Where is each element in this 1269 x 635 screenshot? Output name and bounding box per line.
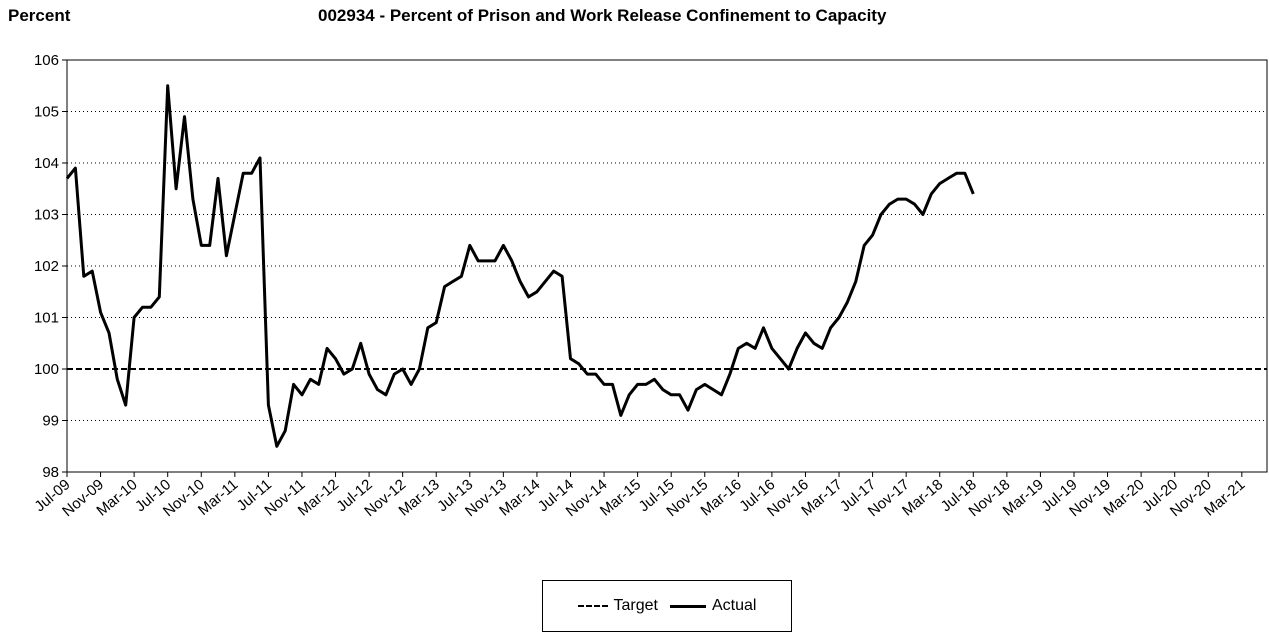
- x-axis-ticks: Jul-09Nov-09Mar-10Jul-10Nov-10Mar-11Jul-…: [31, 472, 1248, 520]
- legend-label-actual: Actual: [712, 597, 757, 614]
- legend-item-target: Target: [577, 597, 658, 615]
- y-axis-ticks: 98 99 100 101 102 103 104 105 106: [34, 52, 67, 481]
- y-tick-label: 98: [42, 464, 59, 481]
- y-axis-title: Percent: [8, 6, 71, 25]
- y-tick-label: 106: [34, 52, 59, 69]
- y-tick-label: 100: [34, 361, 59, 378]
- y-tick-label: 99: [42, 413, 59, 430]
- chart-title: 002934 - Percent of Prison and Work Rele…: [318, 6, 887, 25]
- legend-item-actual: Actual: [670, 597, 756, 615]
- y-tick-label: 103: [34, 207, 59, 224]
- actual-swatch: [670, 604, 706, 608]
- gridlines: [67, 111, 1267, 421]
- series-layer: [65, 84, 1267, 448]
- target-swatch: [577, 605, 608, 607]
- y-tick-label: 101: [34, 310, 59, 327]
- y-tick-label: 102: [34, 258, 59, 275]
- series-line-actual: [65, 84, 975, 448]
- legend: Target Actual: [542, 580, 792, 632]
- legend-label-target: Target: [613, 597, 658, 614]
- y-tick-label: 104: [34, 155, 59, 172]
- plot-area-frame: [66, 59, 1268, 473]
- y-tick-label: 105: [34, 104, 59, 121]
